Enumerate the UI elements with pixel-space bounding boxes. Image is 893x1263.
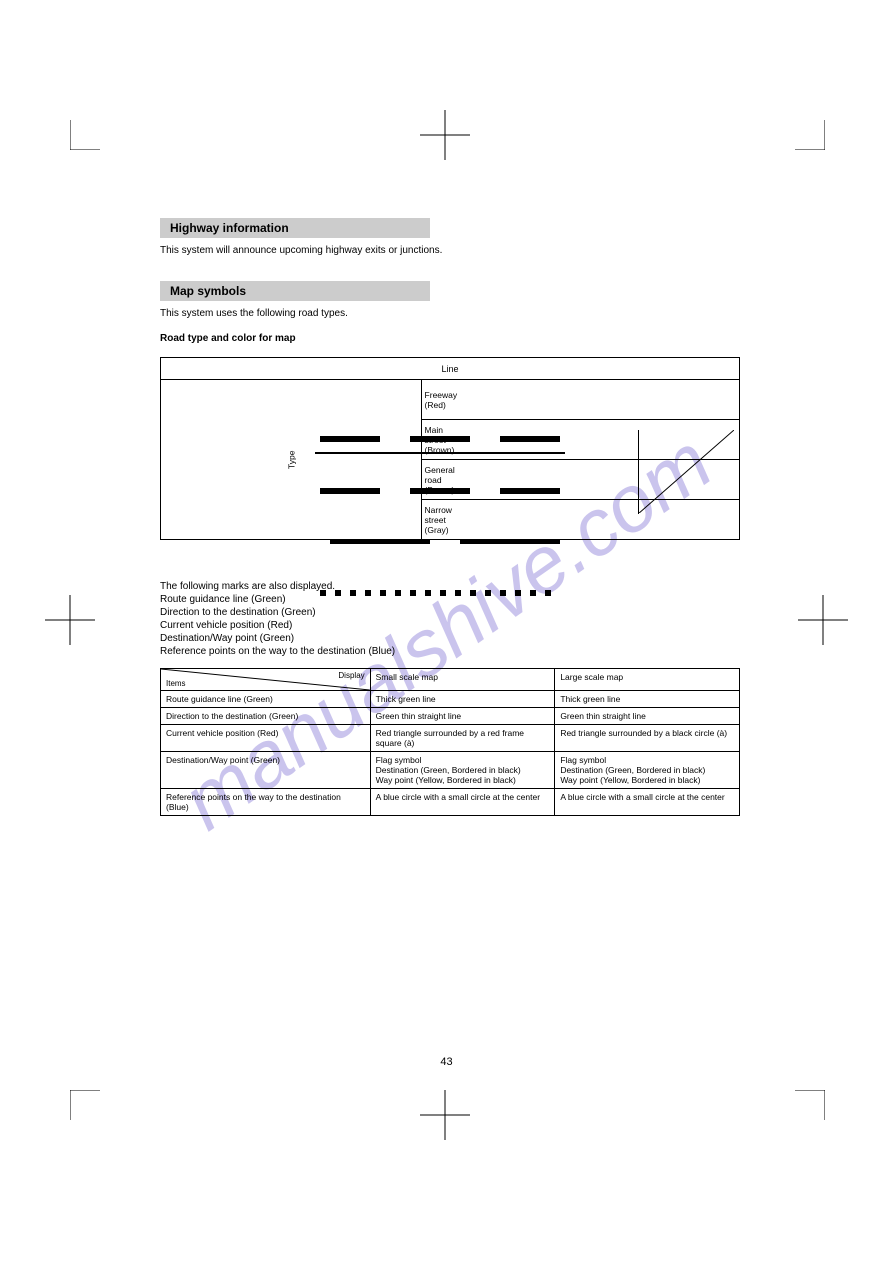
meaning-row-1-label: Direction to the destination (Green) xyxy=(161,708,371,725)
meaning-row-4-label: Reference points on the way to the desti… xyxy=(161,789,371,816)
section-intro-mapsymbols: This system uses the following road type… xyxy=(160,307,750,320)
meaning-row-0-large: Thick green line xyxy=(555,691,740,708)
meaning-header-small: Small scale map xyxy=(370,669,555,691)
meaning-header-diag: Display Items xyxy=(161,669,371,691)
meaning-row-3-small: Flag symbol Destination (Green, Bordered… xyxy=(370,752,555,789)
meaning-header-items: Items xyxy=(166,679,186,688)
meaning-row: Reference points on the way to the desti… xyxy=(161,789,740,816)
lines-row-0-label: Freeway (Red) xyxy=(421,380,739,420)
meaning-row-3-label: Destination/Way point (Green) xyxy=(161,752,371,789)
meaning-header-display: Display xyxy=(338,671,364,680)
meaning-row: Direction to the destination (Green) Gre… xyxy=(161,708,740,725)
meaning-row: Destination/Way point (Green) Flag symbo… xyxy=(161,752,740,789)
lines-diag-cell xyxy=(638,430,734,514)
page-content: Highway information This system will ann… xyxy=(160,218,750,816)
lines-sample-overlay xyxy=(260,430,640,630)
meaning-row-2-small: Red triangle surrounded by a red frame s… xyxy=(370,725,555,752)
meaning-row: Current vehicle position (Red) Red trian… xyxy=(161,725,740,752)
meaning-row-0-small: Thick green line xyxy=(370,691,555,708)
meaning-row-3-large: Flag symbol Destination (Green, Bordered… xyxy=(555,752,740,789)
meaning-row-4-small: A blue circle with a small circle at the… xyxy=(370,789,555,816)
meaning-row-4-large: A blue circle with a small circle at the… xyxy=(555,789,740,816)
lines-table-caption: Road type and color for map xyxy=(160,332,750,345)
section-body-highway: This system will announce upcoming highw… xyxy=(160,244,750,257)
meaning-row-1-large: Green thin straight line xyxy=(555,708,740,725)
meaning-row-1-small: Green thin straight line xyxy=(370,708,555,725)
meaning-table: Display Items Small scale map Large scal… xyxy=(160,668,740,816)
meaning-header-large: Large scale map xyxy=(555,669,740,691)
lines-table-header: Line xyxy=(161,358,740,380)
section-title-highway: Highway information xyxy=(160,218,430,238)
page-number: 43 xyxy=(440,1056,452,1068)
meaning-row-2-large: Red triangle surrounded by a black circl… xyxy=(555,725,740,752)
section-title-mapsymbols: Map symbols xyxy=(160,281,430,301)
meaning-row-2-label: Current vehicle position (Red) xyxy=(161,725,371,752)
meaning-row-0-label: Route guidance line (Green) xyxy=(161,691,371,708)
meaning-row: Route guidance line (Green) Thick green … xyxy=(161,691,740,708)
